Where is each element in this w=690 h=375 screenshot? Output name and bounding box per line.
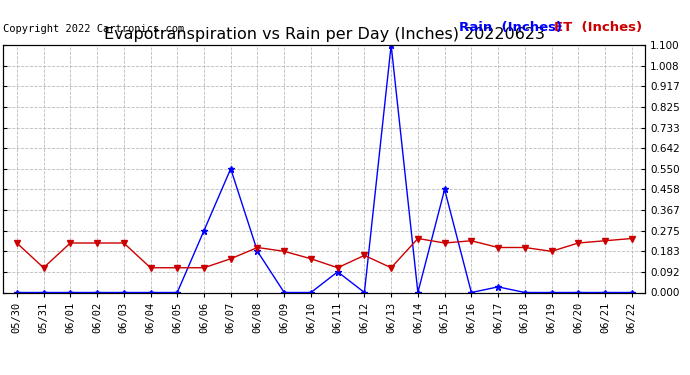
Title: Evapotranspiration vs Rain per Day (Inches) 20220623: Evapotranspiration vs Rain per Day (Inch… (104, 27, 545, 42)
Text: Copyright 2022 Cartronics.com: Copyright 2022 Cartronics.com (3, 24, 185, 34)
Text: Rain  (Inches): Rain (Inches) (460, 21, 562, 34)
Text: ET  (Inches): ET (Inches) (553, 21, 642, 34)
